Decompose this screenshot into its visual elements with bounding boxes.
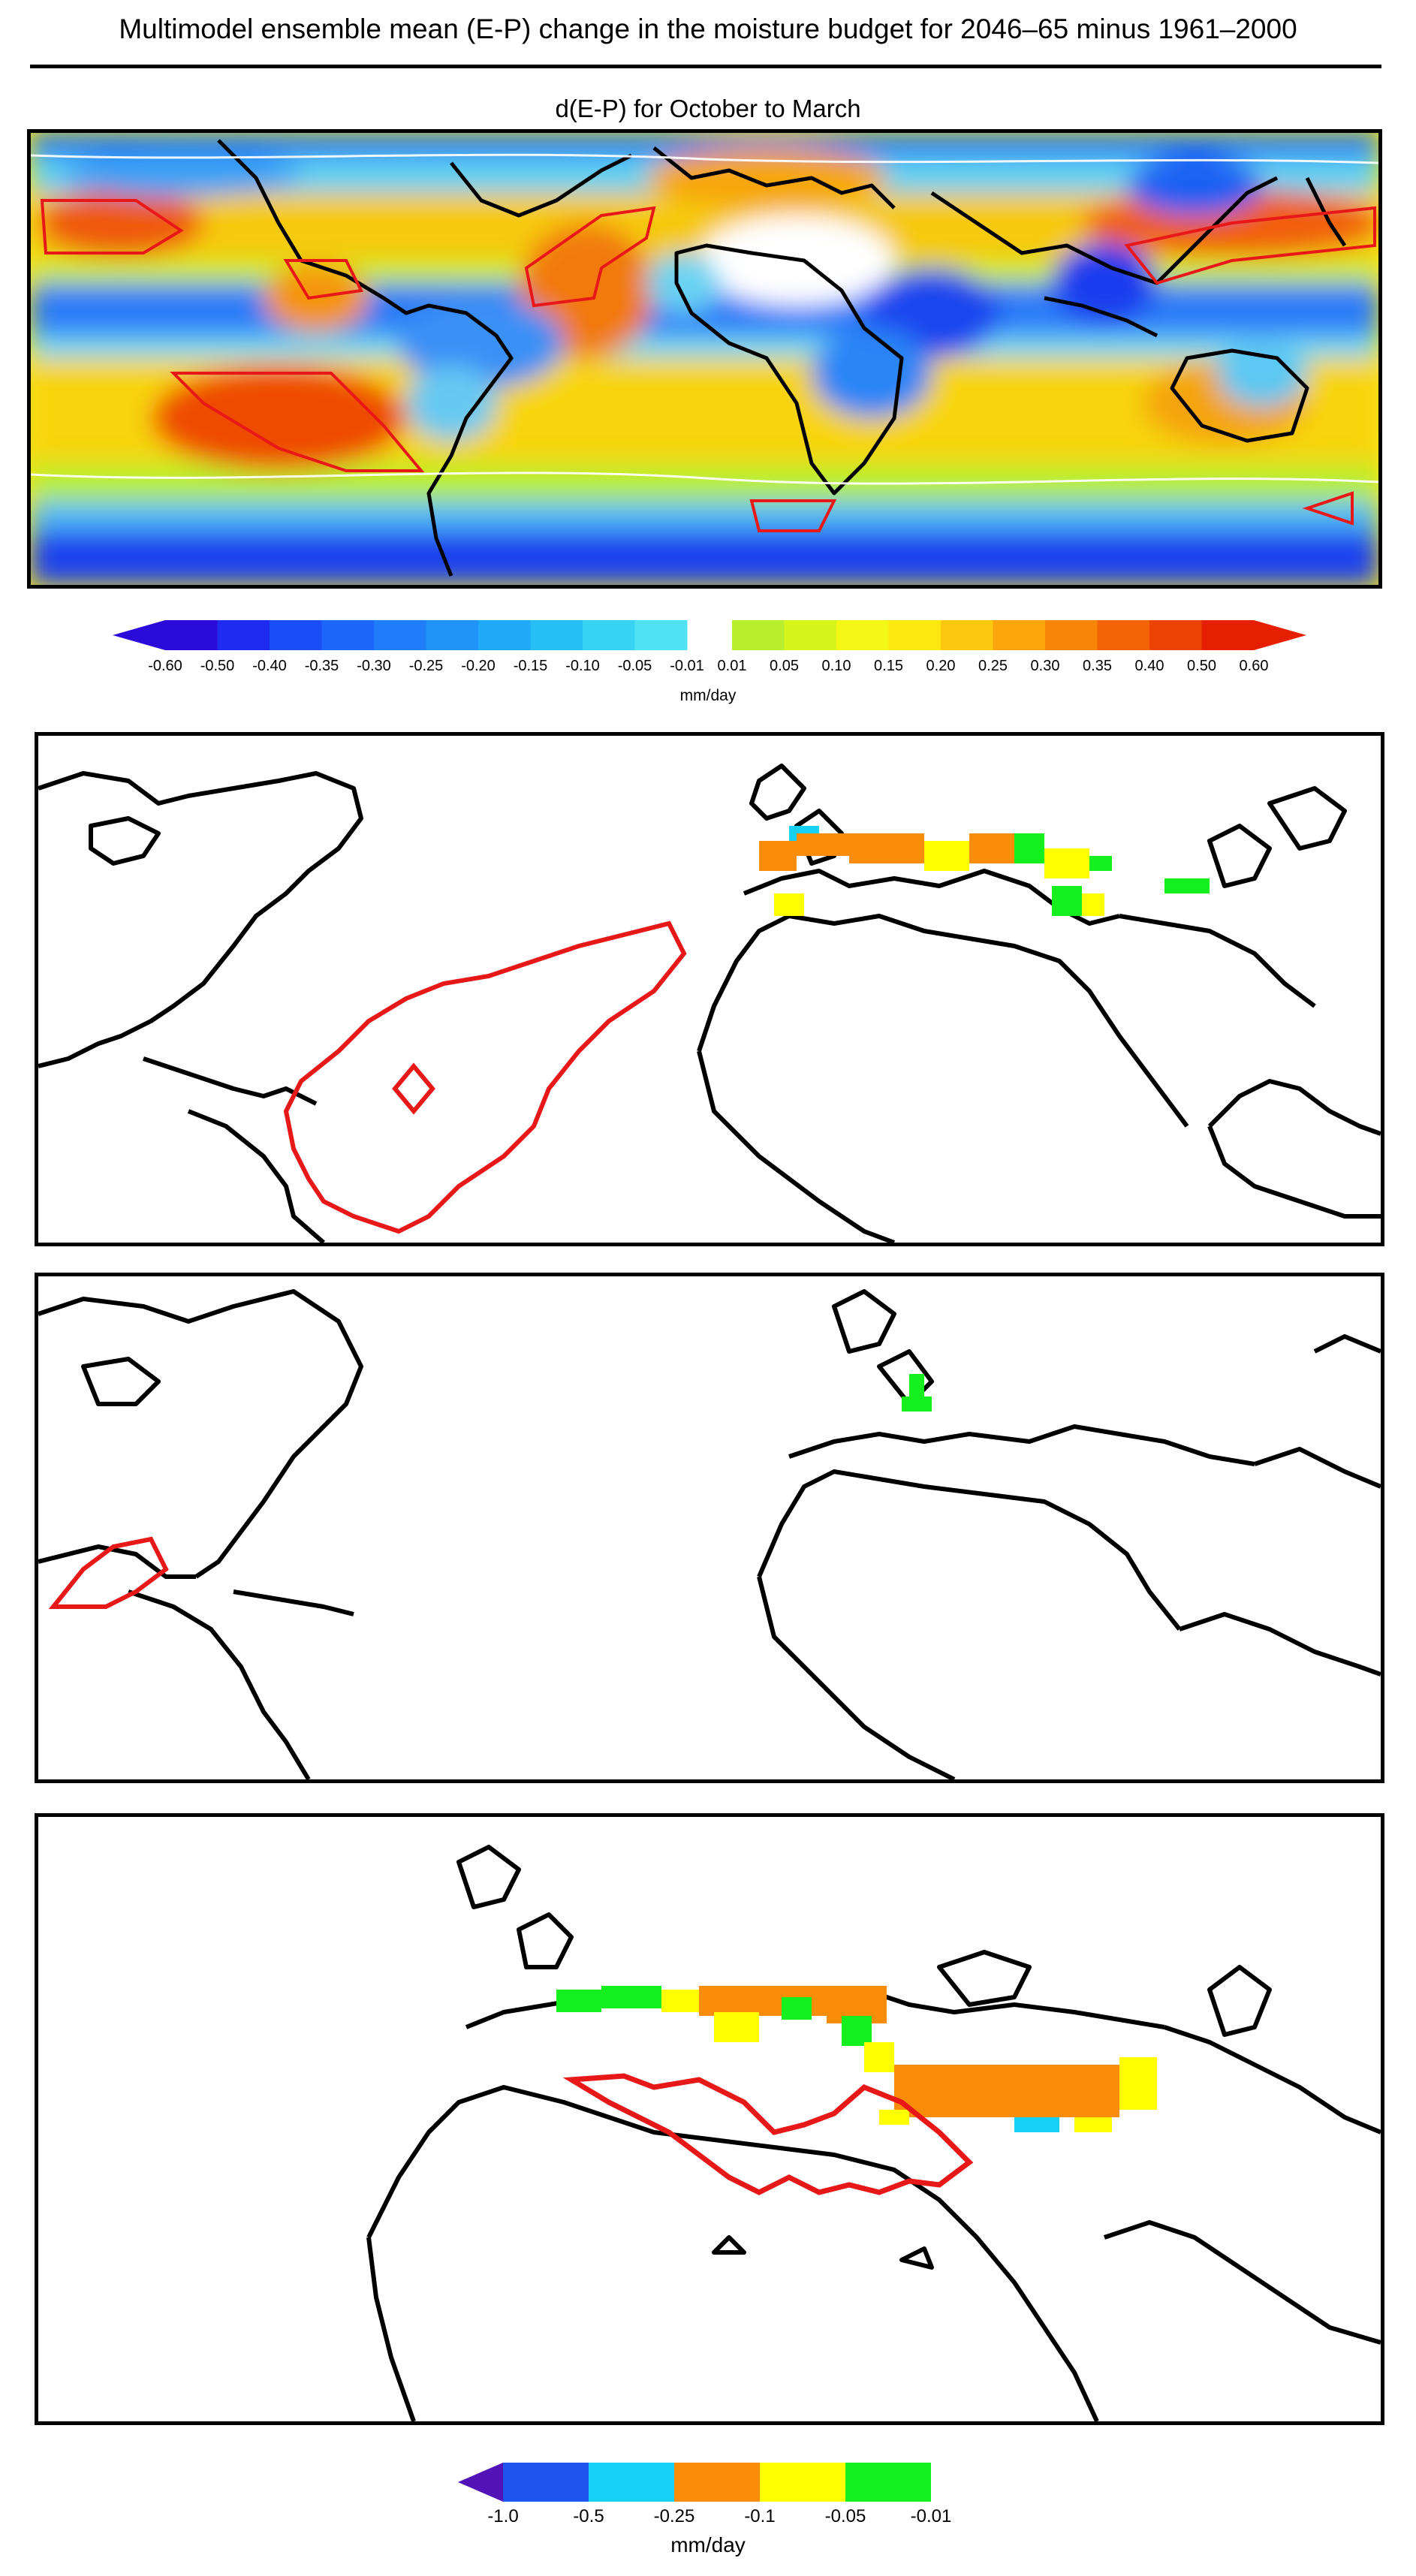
colorbar-top-ticks: -0.60 -0.50 -0.40 -0.35 -0.30 -0.25 -0.20 -0.15… bbox=[113, 658, 1306, 680]
regional-map-panel-1 bbox=[35, 732, 1384, 1246]
significance-contours bbox=[48, 1536, 169, 1609]
colorbar-top-swatch bbox=[321, 620, 375, 650]
colorbar-bottom-tick-label: -0.1 bbox=[744, 2506, 776, 2526]
colorbar-top-tick-label: -0.35 bbox=[304, 658, 339, 674]
colorbar-top-tick-label: 0.15 bbox=[874, 658, 903, 674]
colorbar-bottom-tick-label: -0.01 bbox=[910, 2506, 952, 2526]
colorbar-top-tick-label: 0.10 bbox=[821, 658, 851, 674]
colorbar-bottom-arrow-left bbox=[458, 2463, 503, 2502]
colorbar-bottom-ticks: -1.0 -0.5 -0.25 -0.1 -0.05 -0.01 bbox=[458, 2506, 951, 2530]
coastlines bbox=[366, 1845, 1381, 2421]
significance-contours bbox=[562, 2073, 974, 2195]
colorbar-bottom-tick-label: -0.05 bbox=[824, 2506, 866, 2526]
colorbar-top-swatch bbox=[888, 620, 941, 650]
colorbar-bottom-swatch bbox=[589, 2463, 675, 2502]
colorbar-bottom bbox=[458, 2463, 931, 2502]
colorbar-top-tick-label: -0.25 bbox=[408, 658, 444, 674]
colorbar-bottom-swatch bbox=[503, 2463, 589, 2502]
colorbar-top-tick-label: 0.20 bbox=[926, 658, 956, 674]
colorbar-top-swatch bbox=[836, 620, 889, 650]
colorbar-top-swatches bbox=[113, 620, 1306, 650]
colorbar-top-tick-label: -0.20 bbox=[461, 658, 496, 674]
colorbar-top-tick-label: 0.35 bbox=[1083, 658, 1112, 674]
colorbar-top-tick-label: 0.50 bbox=[1187, 658, 1216, 674]
colorbar-top-swatch bbox=[784, 620, 837, 650]
coastlines bbox=[38, 764, 1381, 1243]
coastlines bbox=[217, 139, 1347, 577]
global-map bbox=[31, 133, 1378, 585]
colorbar-top-arrow-left bbox=[113, 620, 165, 650]
colorbar-top-tick-label: -0.05 bbox=[617, 658, 652, 674]
colorbar-top-swatch bbox=[374, 620, 426, 650]
colorbar-top-tick-label: -0.10 bbox=[565, 658, 600, 674]
title-underline bbox=[30, 65, 1381, 68]
colorbar-top-swatch bbox=[1045, 620, 1098, 650]
colorbar-top-swatch bbox=[165, 620, 218, 650]
colorbar-bottom-swatch bbox=[845, 2463, 931, 2502]
colorbar-top-swatch bbox=[732, 620, 785, 650]
colorbar-top-swatch bbox=[530, 620, 583, 650]
colorbar-top-unit: mm/day bbox=[679, 687, 737, 704]
colorbar-top-arrow-right bbox=[1254, 620, 1306, 650]
colorbar-top-tick-label: 0.40 bbox=[1134, 658, 1164, 674]
regional-map-2 bbox=[38, 1289, 1381, 1779]
significance-contours bbox=[40, 199, 1376, 532]
colorbar-top-tick-label: -0.50 bbox=[200, 658, 235, 674]
colorbar-top-tick-label: -0.40 bbox=[252, 658, 287, 674]
colorbar-top-tick-label: -0.60 bbox=[148, 658, 182, 674]
colorbar-top-swatch bbox=[270, 620, 322, 650]
coastlines bbox=[38, 1289, 1381, 1779]
colorbar-bottom-unit: mm/day bbox=[670, 2533, 746, 2556]
colorbar-bottom-swatch bbox=[760, 2463, 846, 2502]
figure-title: Multimodel ensemble mean (E-P) change in… bbox=[119, 14, 1297, 44]
colorbar-top-tick-label: -0.01 bbox=[670, 658, 704, 674]
change-cells bbox=[556, 1986, 1157, 2132]
colorbar-top-swatch bbox=[217, 620, 270, 650]
colorbar-top-tick-label: 0.05 bbox=[770, 658, 799, 674]
colorbar-top-swatch bbox=[1097, 620, 1150, 650]
colorbar-bottom-swatches bbox=[458, 2463, 931, 2502]
colorbar-top-swatch bbox=[941, 620, 993, 650]
colorbar-top bbox=[113, 620, 1306, 650]
regional-map-1 bbox=[38, 764, 1381, 1243]
colorbar-bottom-tick-label: -1.0 bbox=[487, 2506, 519, 2526]
regional-map-3 bbox=[366, 1845, 1381, 2421]
colorbar-top-swatch bbox=[993, 620, 1046, 650]
colorbar-top-swatch bbox=[634, 620, 688, 650]
change-cells bbox=[902, 1374, 932, 1412]
colorbar-top-swatch bbox=[426, 620, 479, 650]
colorbar-bottom-tick-label: -0.25 bbox=[653, 2506, 695, 2526]
colorbar-top-swatch bbox=[478, 620, 531, 650]
colorbar-top-swatch bbox=[583, 620, 635, 650]
colorbar-bottom-tick-label: -0.5 bbox=[573, 2506, 604, 2526]
colorbar-bottom-swatch bbox=[674, 2463, 761, 2502]
colorbar-top-swatch bbox=[1149, 620, 1202, 650]
regional-map-panel-3 bbox=[35, 1813, 1384, 2425]
colorbar-top-tick-label: 0.25 bbox=[978, 658, 1008, 674]
moisture-field bbox=[31, 133, 1378, 585]
colorbar-top-tick-label: 0.30 bbox=[1030, 658, 1060, 674]
colorbar-top-tick-label: -0.30 bbox=[357, 658, 391, 674]
colorbar-top-tick-label: -0.15 bbox=[513, 658, 548, 674]
regional-map-panel-2 bbox=[35, 1273, 1384, 1783]
colorbar-top-tick-label: 0.01 bbox=[717, 658, 747, 674]
colorbar-top-swatch bbox=[1201, 620, 1255, 650]
significance-contours bbox=[283, 920, 687, 1234]
map-title: d(E-P) for October to March bbox=[555, 95, 861, 122]
global-map-panel bbox=[27, 129, 1382, 589]
change-cells bbox=[759, 826, 1210, 916]
colorbar-top-tick-label: 0.60 bbox=[1239, 658, 1269, 674]
